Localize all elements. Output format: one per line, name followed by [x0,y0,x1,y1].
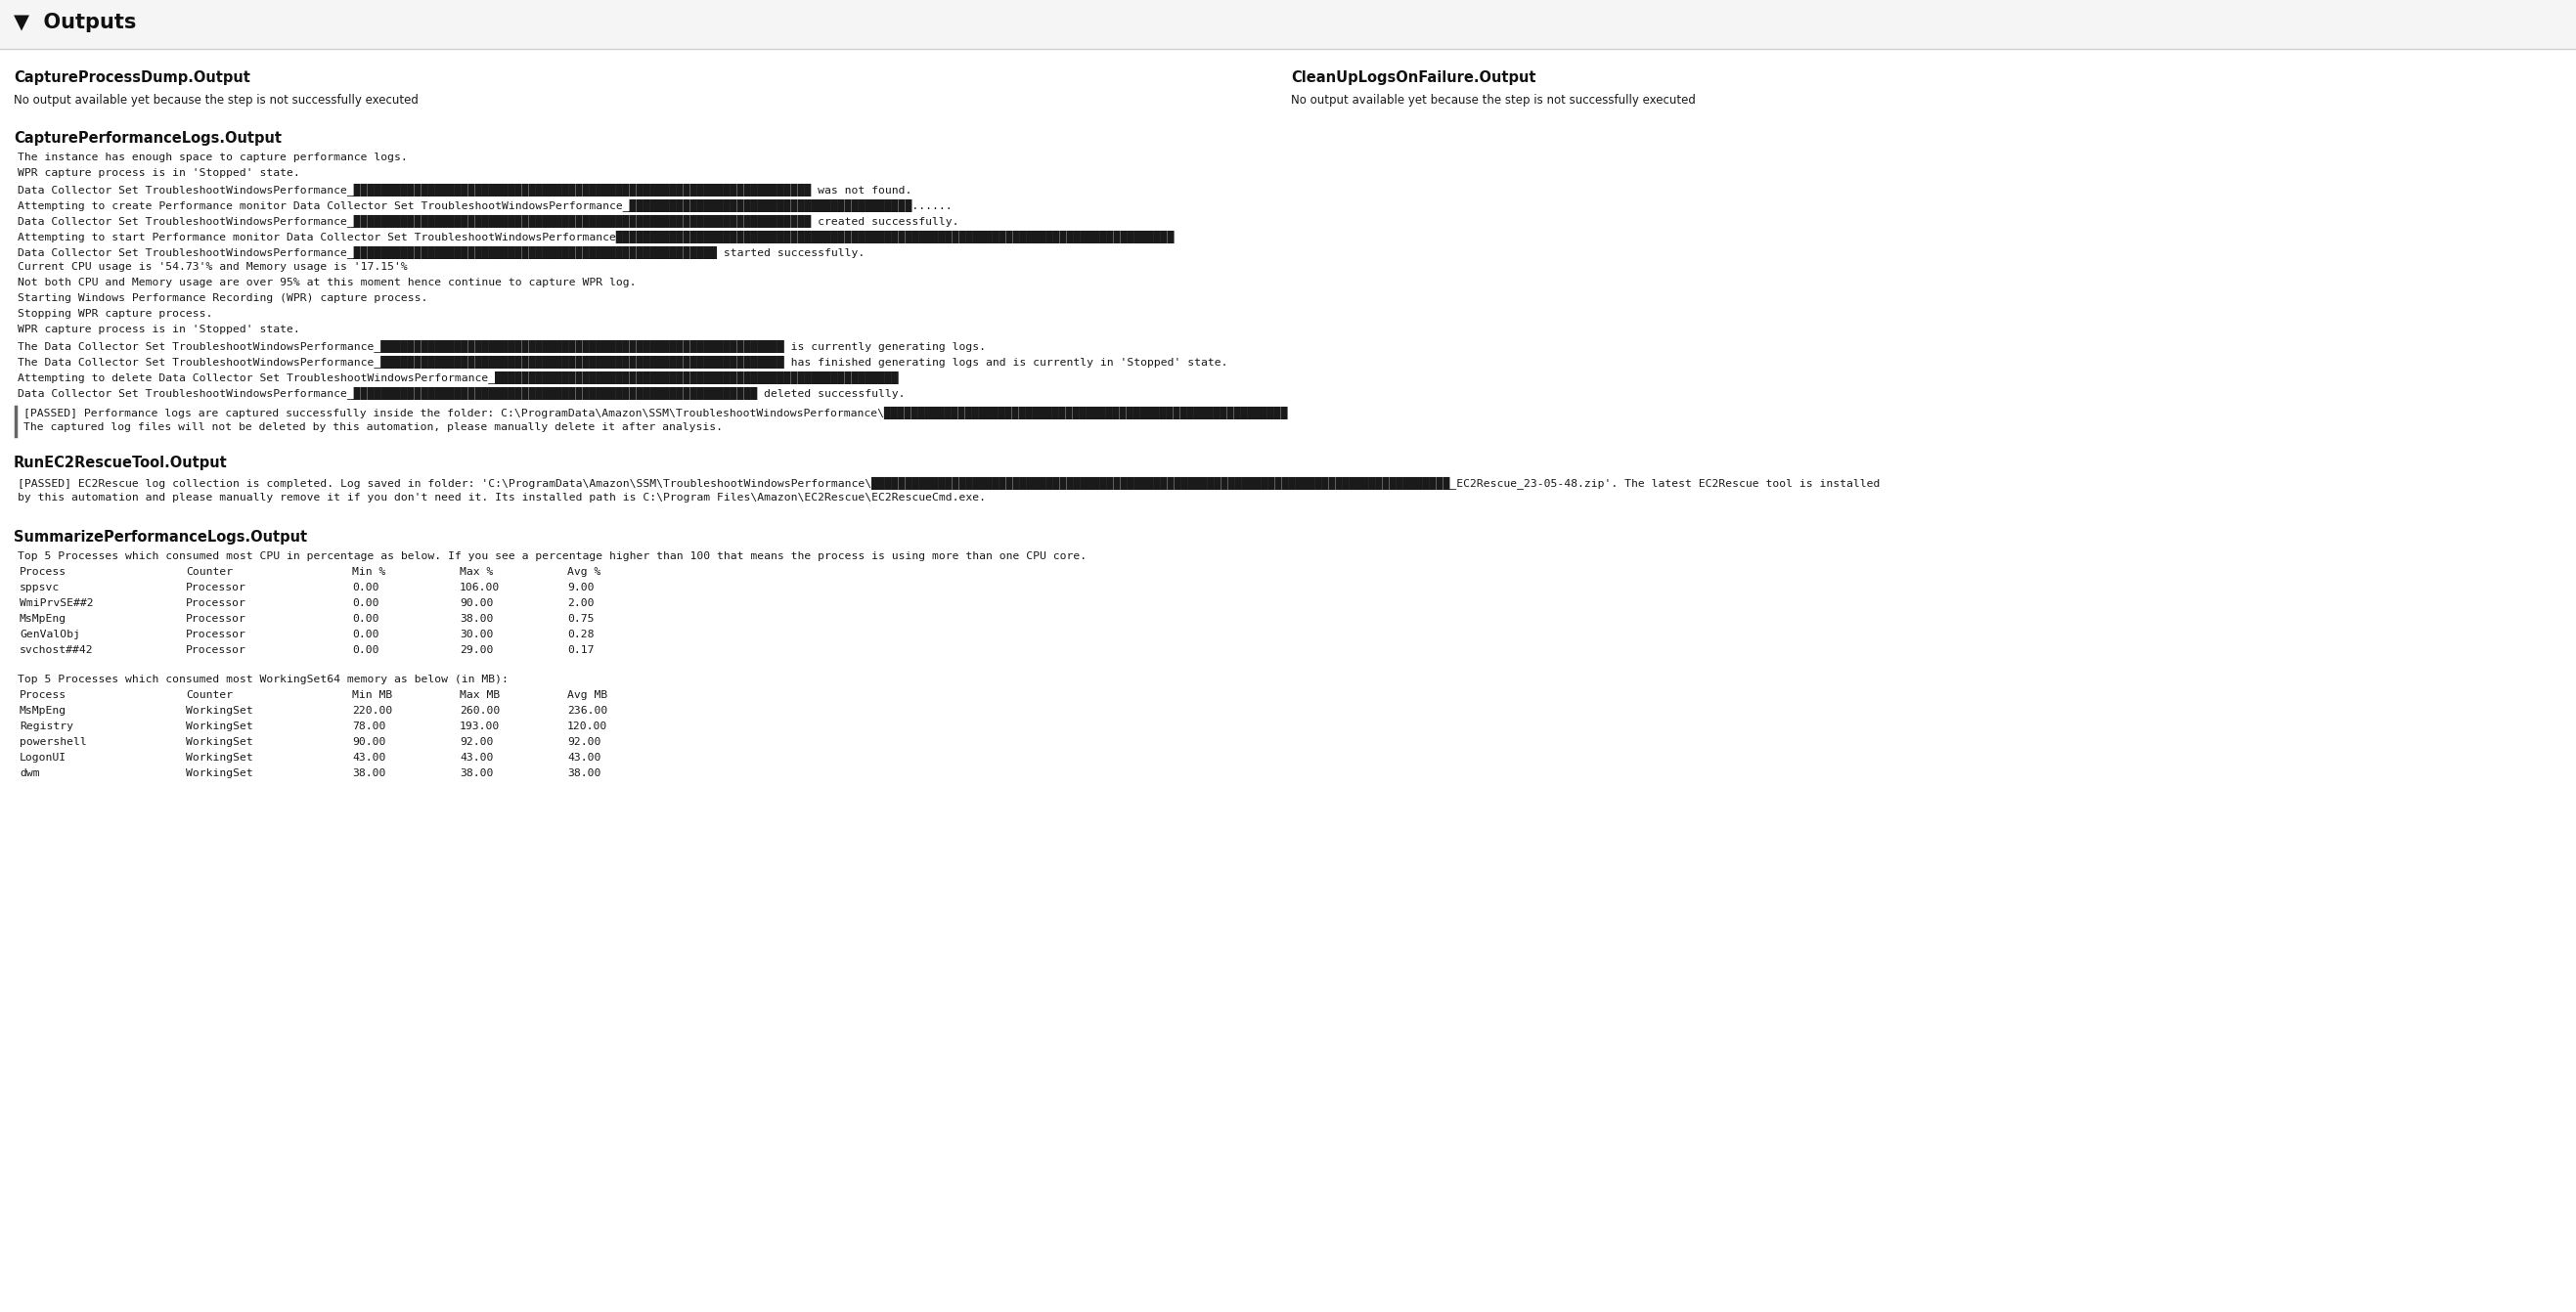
Text: 236.00: 236.00 [567,706,608,715]
Text: Attempting to delete Data Collector Set TroubleshootWindowsPerformance_█████████: Attempting to delete Data Collector Set … [18,371,899,384]
Bar [0,0,2576,49]
Text: [PASSED] Performance logs are captured successfully inside the folder: C:\Progra: [PASSED] Performance logs are captured s… [23,407,1288,420]
Text: 0.00: 0.00 [353,630,379,639]
Text: 43.00: 43.00 [567,753,600,762]
Text: WPR capture process is in 'Stopped' state.: WPR capture process is in 'Stopped' stat… [18,324,299,335]
Text: Process: Process [21,690,67,701]
Text: Attempting to start Performance monitor Data Collector Set TroubleshootWindowsPe: Attempting to start Performance monitor … [18,231,1175,244]
Text: 0.00: 0.00 [353,614,379,623]
Text: Data Collector Set TroubleshootWindowsPerformance_██████████████████████████████: Data Collector Set TroubleshootWindowsPe… [18,387,904,400]
Text: Registry: Registry [21,722,72,731]
Text: Data Collector Set TroubleshootWindowsPerformance_██████████████████████████████: Data Collector Set TroubleshootWindowsPe… [18,247,866,260]
Text: The captured log files will not be deleted by this automation, please manually d: The captured log files will not be delet… [23,422,724,432]
Text: LogonUI: LogonUI [21,753,67,762]
Text: 0.00: 0.00 [353,583,379,593]
Text: MsMpEng: MsMpEng [21,614,67,623]
Text: WPR capture process is in 'Stopped' state.: WPR capture process is in 'Stopped' stat… [18,168,299,178]
Text: 38.00: 38.00 [459,769,492,778]
Text: Counter: Counter [185,690,232,701]
Text: 0.17: 0.17 [567,646,595,655]
Text: The Data Collector Set TroubleshootWindowsPerformance_██████████████████████████: The Data Collector Set TroubleshootWindo… [18,340,987,353]
Text: Process: Process [21,567,67,577]
Text: The Data Collector Set TroubleshootWindowsPerformance_██████████████████████████: The Data Collector Set TroubleshootWindo… [18,356,1229,369]
Text: powershell: powershell [21,737,88,747]
Text: CleanUpLogsOnFailure.Output: CleanUpLogsOnFailure.Output [1291,71,1535,85]
Text: by this automation and please manually remove it if you don't need it. Its insta: by this automation and please manually r… [18,493,987,502]
Text: No output available yet because the step is not successfully executed: No output available yet because the step… [13,94,417,106]
Text: 92.00: 92.00 [567,737,600,747]
Text: svchost##42: svchost##42 [21,646,93,655]
Text: WorkingSet: WorkingSet [185,753,252,762]
Text: GenValObj: GenValObj [21,630,80,639]
Text: [PASSED] EC2Rescue log collection is completed. Log saved in folder: 'C:\Program: [PASSED] EC2Rescue log collection is com… [18,478,1880,489]
Text: Min MB: Min MB [353,690,392,701]
Text: dwm: dwm [21,769,39,778]
Text: Current CPU usage is '54.73'% and Memory usage is '17.15'%: Current CPU usage is '54.73'% and Memory… [18,262,407,272]
Text: WorkingSet: WorkingSet [185,706,252,715]
Text: 38.00: 38.00 [567,769,600,778]
Text: 2.00: 2.00 [567,598,595,607]
Text: 43.00: 43.00 [459,753,492,762]
Text: 43.00: 43.00 [353,753,386,762]
Text: WorkingSet: WorkingSet [185,737,252,747]
Text: Processor: Processor [185,583,247,593]
Text: Max %: Max % [459,567,492,577]
Text: 29.00: 29.00 [459,646,492,655]
Text: WmiPrvSE##2: WmiPrvSE##2 [21,598,93,607]
Text: Not both CPU and Memory usage are over 95% at this moment hence continue to capt: Not both CPU and Memory usage are over 9… [18,278,636,287]
Text: 220.00: 220.00 [353,706,392,715]
Text: 9.00: 9.00 [567,583,595,593]
Text: 92.00: 92.00 [459,737,492,747]
Text: MsMpEng: MsMpEng [21,706,67,715]
Text: CaptureProcessDump.Output: CaptureProcessDump.Output [13,71,250,85]
Text: Data Collector Set TroubleshootWindowsPerformance_██████████████████████████████: Data Collector Set TroubleshootWindowsPe… [18,184,912,197]
Text: 90.00: 90.00 [459,598,492,607]
Text: Min %: Min % [353,567,386,577]
Text: 260.00: 260.00 [459,706,500,715]
Text: The instance has enough space to capture performance logs.: The instance has enough space to capture… [18,152,407,163]
Text: Starting Windows Performance Recording (WPR) capture process.: Starting Windows Performance Recording (… [18,294,428,303]
Text: 193.00: 193.00 [459,722,500,731]
Text: SummarizePerformanceLogs.Output: SummarizePerformanceLogs.Output [13,530,307,544]
Text: sppsvc: sppsvc [21,583,59,593]
Text: Counter: Counter [185,567,232,577]
Text: WorkingSet: WorkingSet [185,722,252,731]
Text: 30.00: 30.00 [459,630,492,639]
Text: Processor: Processor [185,598,247,607]
Text: 0.75: 0.75 [567,614,595,623]
Text: 120.00: 120.00 [567,722,608,731]
Text: 0.00: 0.00 [353,646,379,655]
Text: WorkingSet: WorkingSet [185,769,252,778]
Text: ▼  Outputs: ▼ Outputs [13,13,137,33]
Text: Top 5 Processes which consumed most CPU in percentage as below. If you see a per: Top 5 Processes which consumed most CPU … [18,551,1087,562]
Text: Max MB: Max MB [459,690,500,701]
Text: Avg MB: Avg MB [567,690,608,701]
Text: No output available yet because the step is not successfully executed: No output available yet because the step… [1291,94,1695,106]
Text: CapturePerformanceLogs.Output: CapturePerformanceLogs.Output [13,131,281,146]
Text: 0.28: 0.28 [567,630,595,639]
Text: 38.00: 38.00 [353,769,386,778]
Text: Top 5 Processes which consumed most WorkingSet64 memory as below (in MB):: Top 5 Processes which consumed most Work… [18,674,507,685]
Text: Attempting to create Performance monitor Data Collector Set TroubleshootWindowsP: Attempting to create Performance monitor… [18,199,953,213]
Text: RunEC2RescueTool.Output: RunEC2RescueTool.Output [13,455,227,470]
Text: Processor: Processor [185,646,247,655]
Text: 90.00: 90.00 [353,737,386,747]
Text: 78.00: 78.00 [353,722,386,731]
Text: 38.00: 38.00 [459,614,492,623]
Text: Avg %: Avg % [567,567,600,577]
Text: Processor: Processor [185,630,247,639]
Text: Stopping WPR capture process.: Stopping WPR capture process. [18,308,214,319]
Text: Data Collector Set TroubleshootWindowsPerformance_██████████████████████████████: Data Collector Set TroubleshootWindowsPe… [18,215,958,228]
Text: 0.00: 0.00 [353,598,379,607]
Text: Processor: Processor [185,614,247,623]
Text: 106.00: 106.00 [459,583,500,593]
